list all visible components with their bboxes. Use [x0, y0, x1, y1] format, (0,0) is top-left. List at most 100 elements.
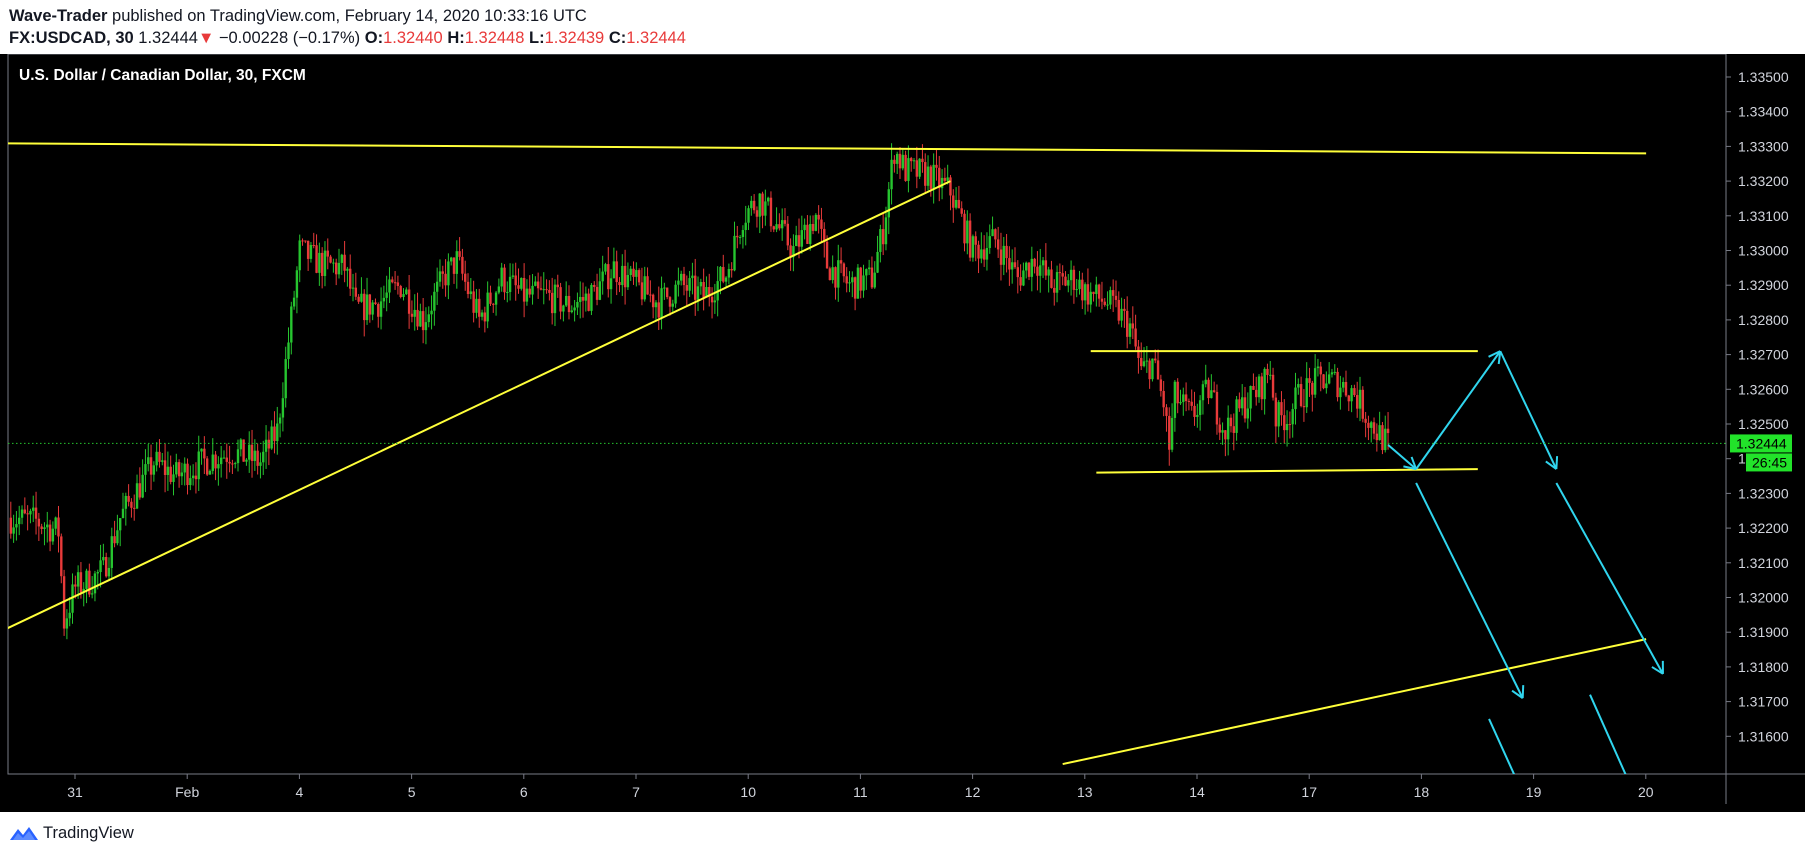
candle-body: [421, 311, 425, 331]
candle-body: [867, 267, 871, 270]
y-tick-label: 1.33000: [1738, 243, 1789, 259]
candle-body: [907, 158, 910, 181]
candle-body: [595, 286, 599, 300]
candle-body: [1117, 299, 1120, 321]
candle-body: [104, 557, 108, 577]
candle-body: [879, 229, 882, 252]
candle-body: [1050, 269, 1053, 288]
candle-body: [284, 359, 287, 399]
open-value: 1.32440: [383, 29, 443, 47]
candle-body: [1269, 374, 1272, 376]
candle-body: [862, 275, 865, 291]
candle-body: [974, 236, 977, 245]
candle-body: [1232, 426, 1235, 433]
candle-body: [550, 292, 554, 314]
x-tick-label: 5: [408, 784, 416, 800]
candle-body: [245, 459, 248, 462]
candle-body: [337, 262, 341, 275]
tradingview-brand[interactable]: TradingView: [9, 822, 134, 844]
candle-body: [1002, 245, 1005, 265]
candle-body: [1277, 402, 1280, 427]
candle-body: [795, 235, 798, 247]
candle-body: [29, 510, 32, 515]
candle-body: [124, 495, 128, 509]
candle-body: [1039, 265, 1042, 276]
candle-body: [727, 269, 731, 278]
candle-body: [1010, 262, 1014, 270]
candle-body: [1173, 381, 1177, 418]
candle-body: [629, 268, 632, 275]
candle-body: [191, 475, 195, 479]
candle-body: [222, 457, 226, 459]
candle-body: [1128, 323, 1132, 337]
x-tick-label: 6: [520, 784, 528, 800]
price-chart[interactable]: 1.33500 1.33400 1.33300 1.33200 1.33100 1.330…: [0, 54, 1805, 812]
candle-body: [677, 280, 680, 285]
candle-body: [607, 264, 610, 290]
low-value: 1.32439: [544, 29, 605, 47]
tradingview-logo-icon: [10, 827, 38, 840]
candle-body: [626, 274, 630, 288]
candle-body: [705, 287, 708, 298]
candle-body: [764, 201, 767, 216]
candle-body: [1297, 384, 1300, 388]
candle-body: [587, 293, 590, 311]
y-tick-label: 1.33200: [1738, 173, 1789, 189]
candle-body: [273, 426, 276, 442]
y-tick-label: 1.31800: [1738, 659, 1789, 675]
author-name[interactable]: Wave-Trader: [9, 7, 108, 25]
candle-body: [85, 570, 88, 589]
candle-body: [1067, 280, 1070, 286]
candle-body: [1184, 394, 1188, 401]
candle-body: [783, 220, 787, 224]
candle-body: [654, 302, 658, 308]
candle-body: [674, 284, 677, 304]
candle-body: [904, 154, 907, 181]
candle-body: [780, 220, 784, 229]
y-tick-label: 1.31600: [1738, 728, 1789, 744]
symbol-label[interactable]: FX:USDCAD, 30: [9, 29, 134, 47]
candle-body: [1179, 401, 1182, 404]
candle-body: [1358, 389, 1362, 409]
y-tick-label: 1.32100: [1738, 555, 1789, 571]
candle-body: [1019, 277, 1022, 286]
candle-body: [811, 224, 815, 231]
projection-arrowhead: [1555, 456, 1559, 470]
y-tick-label: 1.32800: [1738, 312, 1789, 328]
y-tick-label: 1.32600: [1738, 381, 1789, 397]
candle-body: [1249, 386, 1252, 409]
candle-body: [680, 273, 683, 281]
candle-body: [1207, 379, 1210, 399]
candle-body: [834, 267, 837, 288]
candle-body: [1238, 399, 1241, 409]
candle-body: [1372, 422, 1376, 434]
candle-body: [130, 501, 133, 508]
candle-body: [845, 276, 848, 284]
candle-body: [960, 208, 963, 214]
candle-body: [1353, 388, 1356, 396]
projection-arrowhead: [1410, 456, 1418, 470]
candle-body: [511, 275, 515, 277]
x-tick-label: 17: [1301, 784, 1317, 800]
candle-body: [856, 267, 860, 299]
candle-body: [37, 518, 41, 527]
candle-body: [809, 224, 812, 244]
candle-body: [183, 463, 186, 473]
candle-body: [761, 193, 764, 216]
candle-body: [393, 282, 397, 284]
candle-body: [1083, 284, 1087, 301]
candle-body: [651, 294, 655, 308]
candle-body: [290, 306, 293, 343]
projection-arrowhead: [1625, 787, 1635, 795]
candle-body: [74, 584, 77, 587]
candle-body: [1097, 284, 1101, 299]
candle-body: [483, 312, 487, 322]
candle-body: [1285, 424, 1289, 431]
candle-body: [508, 276, 512, 292]
candle-body: [952, 195, 955, 208]
candle-body: [887, 189, 890, 218]
candle-body: [556, 284, 559, 288]
candle-body: [895, 153, 899, 164]
candle-body: [935, 164, 938, 168]
candle-body: [1055, 272, 1059, 293]
